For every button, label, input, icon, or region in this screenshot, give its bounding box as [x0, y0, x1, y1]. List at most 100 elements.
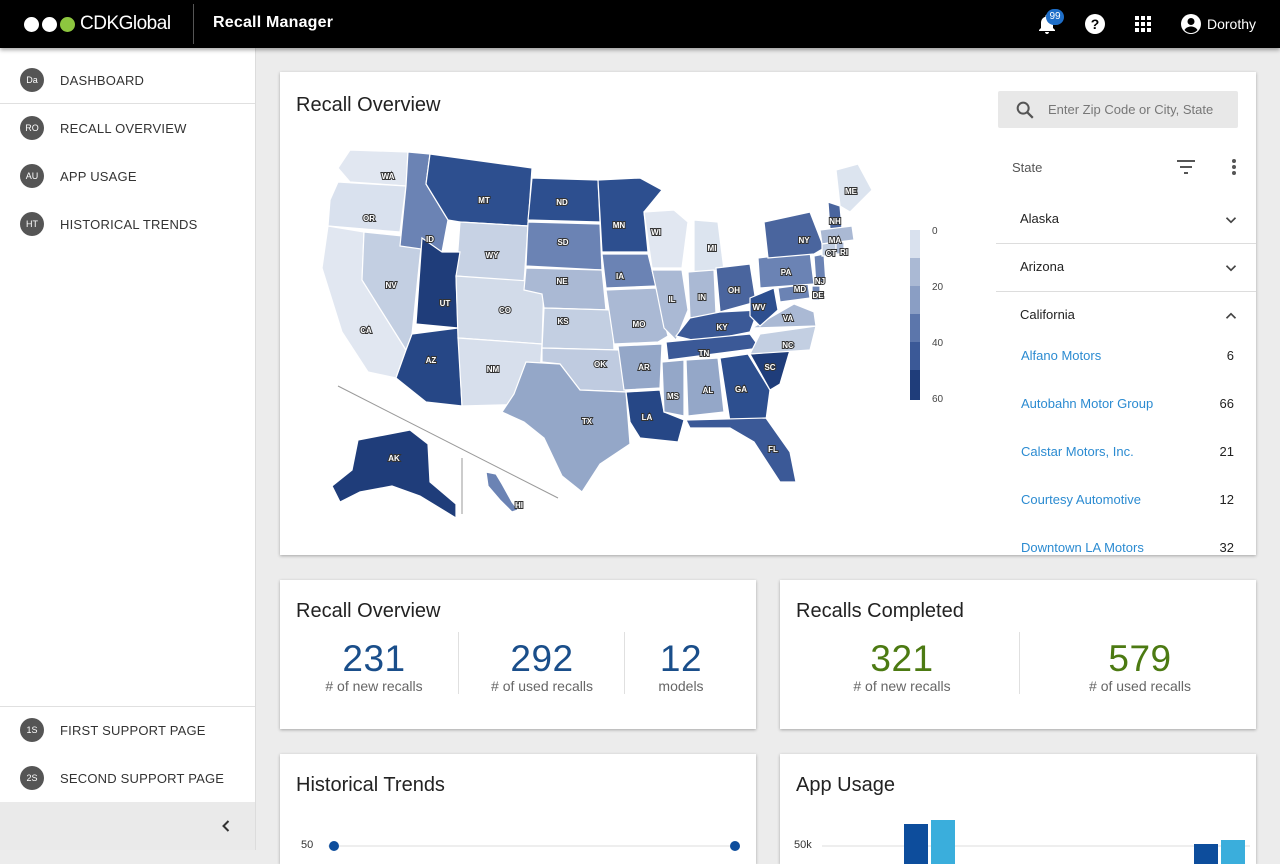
state-al	[685, 357, 725, 417]
state-wi	[643, 209, 689, 269]
state-row-arizona[interactable]: Arizona	[996, 243, 1256, 292]
help-icon[interactable]: ?	[1083, 12, 1107, 36]
more-vert-icon[interactable]	[1224, 157, 1244, 177]
state-la	[625, 389, 685, 443]
state-de	[811, 285, 821, 301]
nav-divider	[0, 706, 255, 707]
dealer-row[interactable]: Courtesy Automotive 12	[996, 475, 1256, 523]
state-wv	[749, 287, 779, 327]
stat-caption: # of used recalls	[1089, 678, 1191, 694]
state-label: WI	[651, 228, 661, 237]
historical-trends-card: Historical Trends 50	[280, 754, 756, 864]
logo-dot-icon	[60, 16, 75, 32]
account-icon[interactable]	[1179, 12, 1203, 36]
state-label: MT	[478, 196, 490, 205]
chevron-left-icon[interactable]	[216, 816, 236, 836]
stat-value: 579	[1108, 638, 1172, 679]
state-label: IN	[698, 293, 706, 302]
svg-text:?: ?	[1091, 16, 1100, 32]
state-ak	[331, 429, 457, 520]
dealer-row[interactable]: Autobahn Motor Group 66	[996, 379, 1256, 427]
us-choropleth-map[interactable]: WA OR CA NV ID MT WY UT AZ CO NM ND SD N…	[280, 72, 980, 555]
state-label: KS	[557, 317, 569, 326]
nav-avatar: 2S	[20, 766, 44, 790]
stat-new-recalls: 231 # of new recalls	[294, 638, 454, 694]
dealer-count: 6	[1226, 348, 1234, 363]
dealer-row[interactable]: Calstar Motors, Inc. 21	[996, 427, 1256, 475]
dealer-count: 32	[1219, 540, 1234, 555]
app-usage-card: App Usage 50k	[780, 754, 1256, 864]
user-name[interactable]: Dorothy	[1207, 16, 1257, 32]
sidebar-collapse-bar[interactable]	[0, 802, 255, 850]
state-ia	[601, 253, 657, 289]
stat-models: 12 models	[630, 638, 732, 694]
state-label: SD	[557, 238, 568, 247]
state-label: MS	[667, 392, 680, 401]
trend-point[interactable]	[329, 841, 339, 851]
recall-map-card: Recall Overview	[280, 72, 1256, 555]
state-column-header[interactable]: State	[1012, 160, 1043, 175]
sidebar-item-app-usage[interactable]: AU APP USAGE	[0, 152, 255, 200]
state-ms	[661, 359, 685, 417]
state-label: AK	[388, 454, 400, 463]
usage-bar[interactable]	[1194, 844, 1218, 864]
state-va	[751, 303, 817, 329]
state-label: ID	[426, 235, 434, 244]
state-label: NJ	[815, 277, 825, 286]
stat-divider	[624, 632, 625, 694]
legend-label: 20	[932, 282, 944, 293]
dealer-row[interactable]: Alfano Motors 6	[996, 331, 1256, 379]
state-label: AL	[703, 386, 714, 395]
state-me	[835, 163, 873, 213]
state-ks	[541, 307, 615, 351]
dealer-link[interactable]: Courtesy Automotive	[1021, 492, 1141, 507]
state-label: PA	[781, 268, 792, 277]
cdk-logo[interactable]: CDKGlobal	[24, 13, 171, 35]
stat-value: 231	[342, 638, 406, 679]
app-title: Recall Manager	[213, 14, 334, 31]
sidebar-item-recall-overview[interactable]: RO RECALL OVERVIEW	[0, 104, 255, 152]
state-label: DE	[812, 291, 824, 300]
state-wa	[337, 149, 409, 187]
state-label: HI	[515, 501, 523, 510]
usage-bar[interactable]	[904, 824, 928, 864]
sidebar-item-second-support[interactable]: 2S SECOND SUPPORT PAGE	[0, 754, 255, 802]
dealer-link[interactable]: Alfano Motors	[1021, 348, 1102, 363]
state-fl	[685, 417, 797, 483]
apps-grid-icon[interactable]	[1131, 12, 1155, 36]
app-usage-bar-chart	[822, 820, 1250, 864]
dealer-link[interactable]: Downtown LA Motors	[1021, 540, 1144, 555]
state-name: California	[1020, 307, 1075, 322]
state-row-alaska[interactable]: Alaska	[996, 195, 1256, 244]
state-label: UT	[440, 299, 451, 308]
filter-icon[interactable]	[1174, 157, 1198, 177]
search-input[interactable]	[1048, 91, 1233, 128]
state-label: MN	[613, 221, 626, 230]
state-row-california[interactable]: California	[996, 291, 1256, 339]
state-hi	[485, 471, 519, 513]
legend-label: 0	[932, 226, 938, 237]
dealer-link[interactable]: Calstar Motors, Inc.	[1021, 444, 1134, 459]
trend-line-chart	[328, 841, 740, 851]
usage-bar[interactable]	[1221, 840, 1245, 864]
trend-point[interactable]	[730, 841, 740, 851]
sidebar-item-dashboard[interactable]: Da DASHBOARD	[0, 56, 255, 104]
sidebar-item-first-support[interactable]: 1S FIRST SUPPORT PAGE	[0, 706, 255, 754]
state-label: CA	[360, 326, 372, 335]
dealer-link[interactable]: Autobahn Motor Group	[1021, 396, 1154, 411]
stat-divider	[1019, 632, 1020, 694]
card-title: Recall Overview	[296, 94, 441, 116]
nav-divider	[0, 103, 255, 104]
inset-divider	[337, 385, 559, 499]
state-label: NH	[829, 217, 841, 226]
sidebar-item-historical-trends[interactable]: HT HISTORICAL TRENDS	[0, 200, 255, 248]
stat-completed-used: 579 # of used recalls	[1050, 638, 1230, 694]
usage-bar[interactable]	[931, 820, 955, 864]
state-label: CT	[826, 249, 837, 258]
dealer-row[interactable]: Downtown LA Motors 32	[996, 523, 1256, 555]
recalls-completed-card: Recalls Completed 321 # of new recalls 5…	[780, 580, 1256, 729]
state-il	[651, 269, 689, 342]
search-box[interactable]	[998, 91, 1238, 128]
top-app-bar: CDKGlobal Recall Manager 99 ? Dorothy	[0, 0, 1280, 48]
state-name: Arizona	[1020, 259, 1065, 274]
